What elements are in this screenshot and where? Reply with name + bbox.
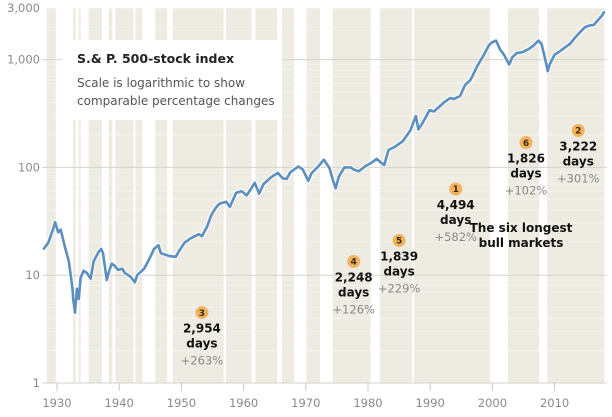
duration-days: 4,494 [437,198,475,212]
x-tick-label: 1980 [353,396,382,410]
bull-market-band [135,8,143,383]
rank-badge [392,233,406,247]
series-line-path [42,10,606,314]
rank-number: 2 [575,127,581,137]
annotations: 32,954days+263%42,248days+126%51,839days… [181,123,600,368]
y-tick-label: 100 [18,160,40,174]
rank-number: 6 [523,139,529,149]
bull-market-band [155,8,168,383]
duration-unit: days [338,285,369,299]
x-tick-label: 1940 [105,396,134,410]
y-tick-label: 10 [25,268,40,282]
rank-badge [347,254,361,268]
gridlines [46,7,607,351]
duration-days: 1,839 [380,249,418,263]
percent-change: +229% [378,281,421,295]
bull-market-band [306,8,321,383]
duration-unit: days [440,213,471,227]
rank-number: 4 [351,258,357,268]
x-tick-label: 1970 [291,396,320,410]
bull-market-band [332,8,371,383]
bull-market-bands [46,8,605,383]
x-tick-label: 1990 [416,396,445,410]
rank-badge [449,182,463,196]
bull-market-band [78,8,81,383]
percent-change: +126% [332,302,375,316]
bull-market-band [108,8,113,383]
bull-markets-note: The six longest bull markets [470,221,573,250]
duration-unit: days [383,264,414,278]
y-tick-label: 3,000 [7,1,40,15]
chart-title: S.& P. 500-stock index [77,51,235,66]
percent-change: +263% [181,354,224,368]
y-tick-label: 1 [33,376,40,390]
percent-change: +301% [557,171,600,185]
bull-market-band [73,8,76,383]
rank-badge [571,123,585,137]
rank-badge [195,306,209,320]
duration-unit: days [510,167,541,181]
percent-change: +582% [434,230,477,244]
x-tick-label: 1930 [42,396,71,410]
bull-market-band [379,8,413,383]
x-tick-label: 2000 [478,396,507,410]
duration-days: 2,248 [335,270,373,284]
x-tick-label: 2010 [540,396,569,410]
x-axis: 1930 1940 1950 1960 1970 1980 1990 2000 2010 [42,383,569,410]
duration-unit: days [186,337,217,351]
note-line-2: bull markets [479,236,564,250]
chart-subtitle: Scale is logarithmic to show comparable … [77,76,275,108]
bull-market-band [547,8,605,383]
series-line [41,10,607,316]
bull-market-band [282,8,294,383]
rank-number: 3 [199,309,205,319]
note-line-1: The six longest [470,221,573,235]
rank-number: 5 [396,237,402,247]
bull-market-band [507,8,540,383]
duration-days: 1,826 [507,152,545,166]
legend-box: S.& P. 500-stock index Scale is logarith… [62,40,282,120]
duration-days: 3,222 [559,139,597,153]
duration-days: 2,954 [183,322,221,336]
percent-change: +102% [505,184,548,198]
x-tick-label: 1960 [229,396,258,410]
y-tick-label: 1,000 [7,53,40,67]
bull-market-band [46,8,56,383]
duration-unit: days [563,154,594,168]
x-tick-label: 1950 [167,396,196,410]
rank-badge [519,136,533,150]
rank-number: 1 [453,185,459,195]
